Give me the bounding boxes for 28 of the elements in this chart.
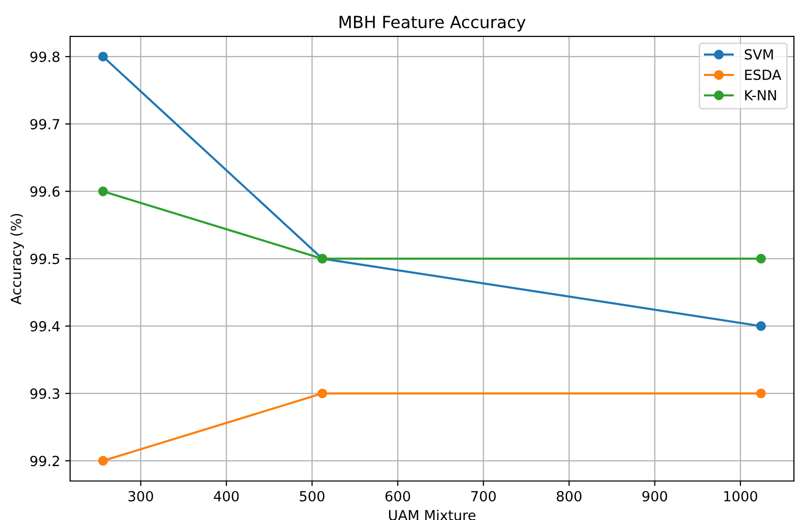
point [756,321,766,331]
legend-label: K-NN [745,90,776,100]
point [98,456,108,466]
point [98,186,108,196]
legend-label: ESDA [745,70,782,80]
x-axis-title: UAM Mixture [389,510,476,520]
x-tick-label: 800 [556,490,582,502]
x-tick-label: 600 [385,490,410,502]
x-tick-label: 900 [642,490,668,502]
x-tick-label: 300 [128,490,154,502]
y-tick-label: 99.3 [30,388,60,399]
point [98,52,108,62]
y-axis-title: Accuracy (%) [10,214,24,305]
x-tick-label: 400 [214,490,239,502]
x-tick-label: 1000 [724,490,758,502]
y-tick-label: 99.8 [30,52,60,62]
y-tick-label: 99.7 [30,118,60,130]
y-tick-label: 99.4 [30,321,60,332]
y-tick-label: 99.5 [30,254,60,264]
point [756,388,766,398]
point [317,388,328,398]
y-tick-label: 99.6 [30,186,60,197]
legend-label: SVM [744,49,773,60]
y-tick-label: 99.2 [30,456,60,466]
point [756,254,766,264]
x-tick-label: 700 [471,490,496,502]
x-tick-label: 500 [300,490,324,502]
chart-title: MBH Feature Accuracy [340,16,526,32]
